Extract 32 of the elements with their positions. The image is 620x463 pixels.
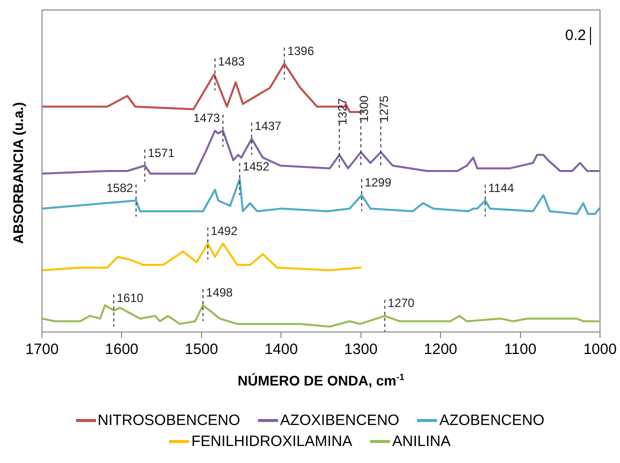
x-tick-label: 1200: [424, 341, 458, 358]
annotation: 1437: [254, 119, 282, 134]
annotation: 1452: [242, 159, 270, 174]
annotation: 1498: [206, 285, 234, 300]
text: 0.2: [565, 27, 586, 44]
annotation: 1483: [218, 54, 245, 69]
x-tick-label: 1100: [504, 341, 536, 358]
x-tick-label: 1600: [105, 341, 138, 358]
annotation: 1144: [488, 180, 514, 195]
x-tick-label: 1300: [344, 341, 378, 358]
x-tick-label: 1500: [184, 341, 218, 358]
annotation: 1327: [336, 98, 350, 125]
annotation: 1610: [116, 290, 144, 305]
annotation: 1300: [357, 95, 372, 122]
annotation: 1270: [388, 296, 415, 310]
annotation: 1571: [148, 146, 175, 160]
legend-label: FENILHIDROXILAMINA: [191, 433, 352, 450]
annotation: 1396: [287, 44, 314, 58]
x-tick-label: 1000: [583, 341, 617, 358]
annotation: 1582: [106, 180, 134, 195]
annotation: 1299: [364, 175, 392, 190]
legend-label: AZOBENCENO: [439, 412, 544, 429]
legend-label: ANILINA: [392, 433, 451, 450]
legend-label: NITROSOBENCENO: [98, 412, 240, 429]
annotation: 1492: [210, 224, 238, 238]
legend-label: AZOXIBENCENO: [280, 412, 400, 429]
y-axis-title: ABSORBANCIA (u.a.): [10, 102, 26, 244]
x-tick-label: 1700: [25, 341, 59, 358]
x-axis-title: NÚMERO DE ONDA, cm$^{-1}$: [238, 372, 404, 389]
annotation: 1275: [377, 95, 392, 122]
x-tick-label: 1400: [264, 341, 298, 358]
annotation: 1473: [193, 111, 220, 126]
